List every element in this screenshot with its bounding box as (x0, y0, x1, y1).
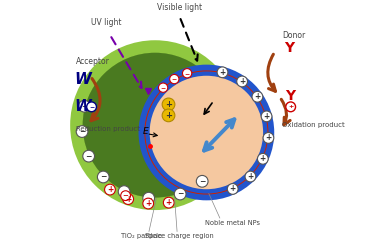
Circle shape (286, 102, 296, 112)
Text: Y: Y (285, 89, 295, 103)
Text: +: + (260, 154, 266, 163)
Text: −: − (79, 127, 85, 136)
Text: −: − (100, 172, 106, 182)
Text: −: − (123, 193, 128, 199)
Circle shape (227, 184, 238, 194)
Circle shape (174, 188, 186, 200)
Text: Reduction product: Reduction product (76, 126, 140, 132)
Text: +: + (265, 133, 272, 142)
Text: −: − (121, 187, 127, 196)
Circle shape (98, 171, 109, 183)
Text: Space charge region: Space charge region (145, 233, 214, 239)
Text: +: + (239, 77, 245, 86)
Circle shape (170, 74, 179, 84)
Circle shape (252, 91, 263, 102)
Text: −: − (177, 189, 183, 199)
Circle shape (162, 98, 175, 111)
Circle shape (143, 192, 155, 204)
Circle shape (162, 109, 175, 122)
Text: UV light: UV light (91, 18, 122, 28)
Text: −: − (184, 71, 190, 76)
Text: +: + (288, 104, 293, 109)
Text: −: − (199, 177, 205, 186)
Text: −: − (81, 102, 88, 111)
Text: +: + (165, 100, 172, 109)
Text: W: W (74, 72, 91, 88)
Circle shape (237, 76, 248, 87)
Text: +: + (230, 185, 236, 193)
Text: Noble metal NPs: Noble metal NPs (205, 220, 259, 226)
Circle shape (245, 171, 256, 182)
Text: −: − (89, 104, 94, 109)
Circle shape (123, 194, 134, 204)
Text: +: + (166, 198, 172, 207)
Text: E: E (143, 127, 149, 136)
Circle shape (83, 150, 94, 162)
Text: +: + (219, 68, 226, 77)
Text: Visible light: Visible light (157, 2, 202, 12)
Text: +: + (145, 199, 151, 208)
Text: −: − (160, 85, 166, 90)
Circle shape (182, 69, 192, 78)
Circle shape (217, 67, 228, 78)
Text: +: + (263, 112, 270, 121)
Circle shape (163, 197, 174, 208)
Circle shape (121, 191, 131, 201)
Text: Oxidation product: Oxidation product (282, 122, 345, 128)
Circle shape (76, 126, 88, 137)
Circle shape (78, 100, 90, 112)
Circle shape (104, 184, 115, 195)
Text: +: + (165, 111, 172, 120)
Circle shape (261, 111, 272, 122)
Text: +: + (254, 92, 261, 101)
Text: +: + (125, 195, 131, 204)
Circle shape (158, 83, 168, 92)
Text: +: + (247, 172, 253, 181)
Text: −: − (172, 77, 177, 82)
Text: W: W (74, 99, 91, 114)
Circle shape (144, 70, 269, 195)
Circle shape (196, 175, 208, 187)
Text: TiO₂ particle: TiO₂ particle (121, 233, 162, 239)
Text: −: − (85, 152, 92, 161)
Circle shape (263, 132, 274, 143)
Circle shape (82, 52, 228, 198)
Text: +: + (107, 185, 113, 194)
Text: Acceptor: Acceptor (76, 57, 110, 66)
Circle shape (143, 198, 154, 209)
Text: Y: Y (284, 41, 295, 55)
Text: −: − (146, 194, 152, 203)
Circle shape (86, 102, 96, 112)
Circle shape (118, 186, 130, 197)
Circle shape (258, 154, 268, 164)
Text: Donor: Donor (282, 31, 305, 40)
